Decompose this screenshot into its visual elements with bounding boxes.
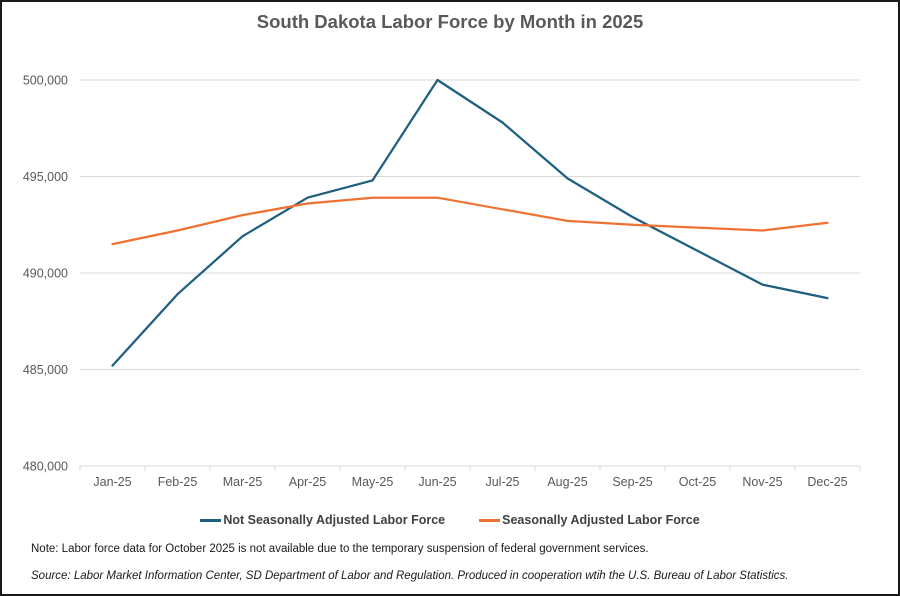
data-series [111, 78, 829, 367]
legend-line-swatch-icon [479, 518, 501, 522]
x-tick-label: Apr-25 [289, 475, 327, 489]
x-tick-label: May-25 [352, 475, 394, 489]
chart-title: South Dakota Labor Force by Month in 202… [256, 11, 644, 32]
y-tick-label: 480,000 [23, 460, 68, 474]
y-tick-label: 500,000 [23, 74, 68, 88]
x-tick-label: Aug-25 [547, 475, 587, 489]
source-citation: Source: Labor Market Information Center,… [31, 570, 789, 582]
y-tick-label: 485,000 [23, 363, 68, 377]
gridlines [80, 79, 860, 467]
legend-item-not-seasonally-adjusted: Not Seasonally Adjusted Labor Force [200, 513, 445, 527]
x-tick-label: Jul-25 [485, 475, 519, 489]
y-tick-label: 490,000 [23, 267, 68, 281]
y-tick-label: 495,000 [23, 170, 68, 184]
x-tick-label: Jan-25 [93, 475, 131, 489]
x-tick-label: Sep-25 [612, 475, 652, 489]
x-tick-label: Mar-25 [223, 475, 263, 489]
x-tick-label: Nov-25 [742, 475, 782, 489]
chart-legend: Not Seasonally Adjusted Labor Force Seas… [2, 513, 898, 527]
y-axis: 480,000 485,000 490,000 495,000 500,000 [23, 74, 68, 474]
series-line-not-seasonally-adjusted [111, 78, 829, 367]
legend-line-swatch-icon [200, 518, 222, 522]
legend-item-seasonally-adjusted: Seasonally Adjusted Labor Force [479, 513, 700, 527]
legend-label: Seasonally Adjusted Labor Force [502, 513, 700, 527]
x-axis: Jan-25 Feb-25 Mar-25 Apr-25 May-25 Jun-25 Jul-… [79, 466, 861, 489]
x-tick-label: Oct-25 [679, 475, 717, 489]
x-tick-label: Jun-25 [418, 475, 456, 489]
x-tick-label: Feb-25 [158, 475, 198, 489]
x-tick-label: Dec-25 [807, 475, 847, 489]
legend-label: Not Seasonally Adjusted Labor Force [223, 513, 446, 527]
footnote: Note: Labor force data for October 2025 … [31, 543, 649, 555]
series-line-seasonally-adjusted [111, 196, 829, 246]
